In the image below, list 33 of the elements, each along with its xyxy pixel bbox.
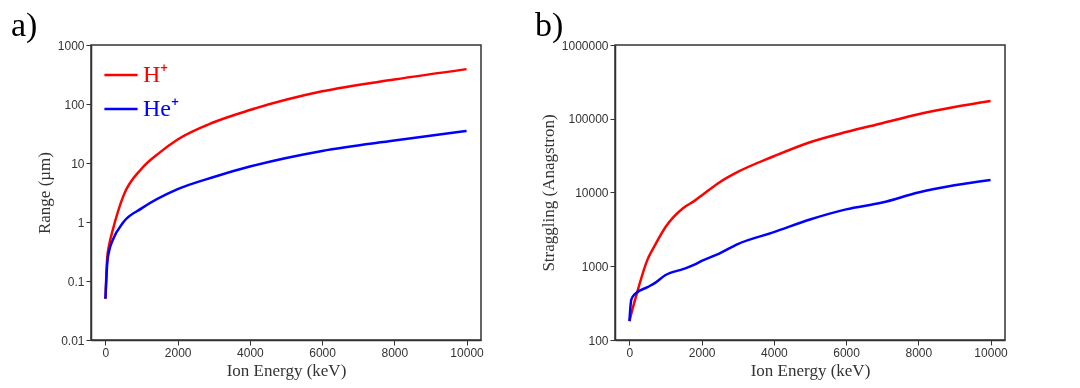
y-axis-title: Straggling (Anagstron)	[538, 114, 558, 272]
y-tick-label: 0.1	[67, 274, 85, 289]
y-tick-label: 10	[71, 156, 85, 171]
y-tick-label: 0.01	[61, 333, 85, 348]
legend-label: H⁺	[143, 61, 169, 87]
x-tick-label: 10000	[974, 345, 1009, 360]
x-tick-label: 4000	[761, 345, 789, 360]
x-tick-label: 10000	[450, 345, 485, 360]
line-series	[104, 129, 468, 301]
y-tick-label: 1000	[581, 259, 609, 274]
y-tick-label: 1000000	[561, 38, 609, 53]
y-axis-title: Range (µm)	[34, 151, 54, 235]
line-series	[628, 178, 992, 323]
x-tick-label: 6000	[833, 345, 861, 360]
y-tick-label: 1000	[57, 38, 85, 53]
x-tick-label: 2000	[688, 345, 716, 360]
y-tick-label: 10000	[575, 186, 609, 200]
x-tick-label: 6000	[309, 345, 337, 360]
x-tick-label: 0	[102, 345, 110, 360]
x-tick-label: 0	[626, 345, 634, 360]
x-axis-title: Ion Energy (keV)	[750, 360, 871, 380]
x-tick-label: 8000	[905, 345, 933, 360]
y-tick-label: 1	[77, 215, 85, 230]
y-tick-label: 100	[588, 333, 609, 348]
chart-title: a)	[11, 6, 38, 44]
y-tick-label: 100	[64, 97, 85, 112]
y-tick-label: 100000	[568, 112, 609, 127]
x-tick-label: 2000	[164, 345, 192, 360]
chart-title: b)	[535, 6, 564, 44]
legend-label: He⁺	[143, 95, 179, 121]
x-tick-label: 4000	[237, 345, 265, 360]
x-axis-title: Ion Energy (keV)	[226, 360, 347, 380]
x-tick-label: 8000	[381, 345, 409, 360]
